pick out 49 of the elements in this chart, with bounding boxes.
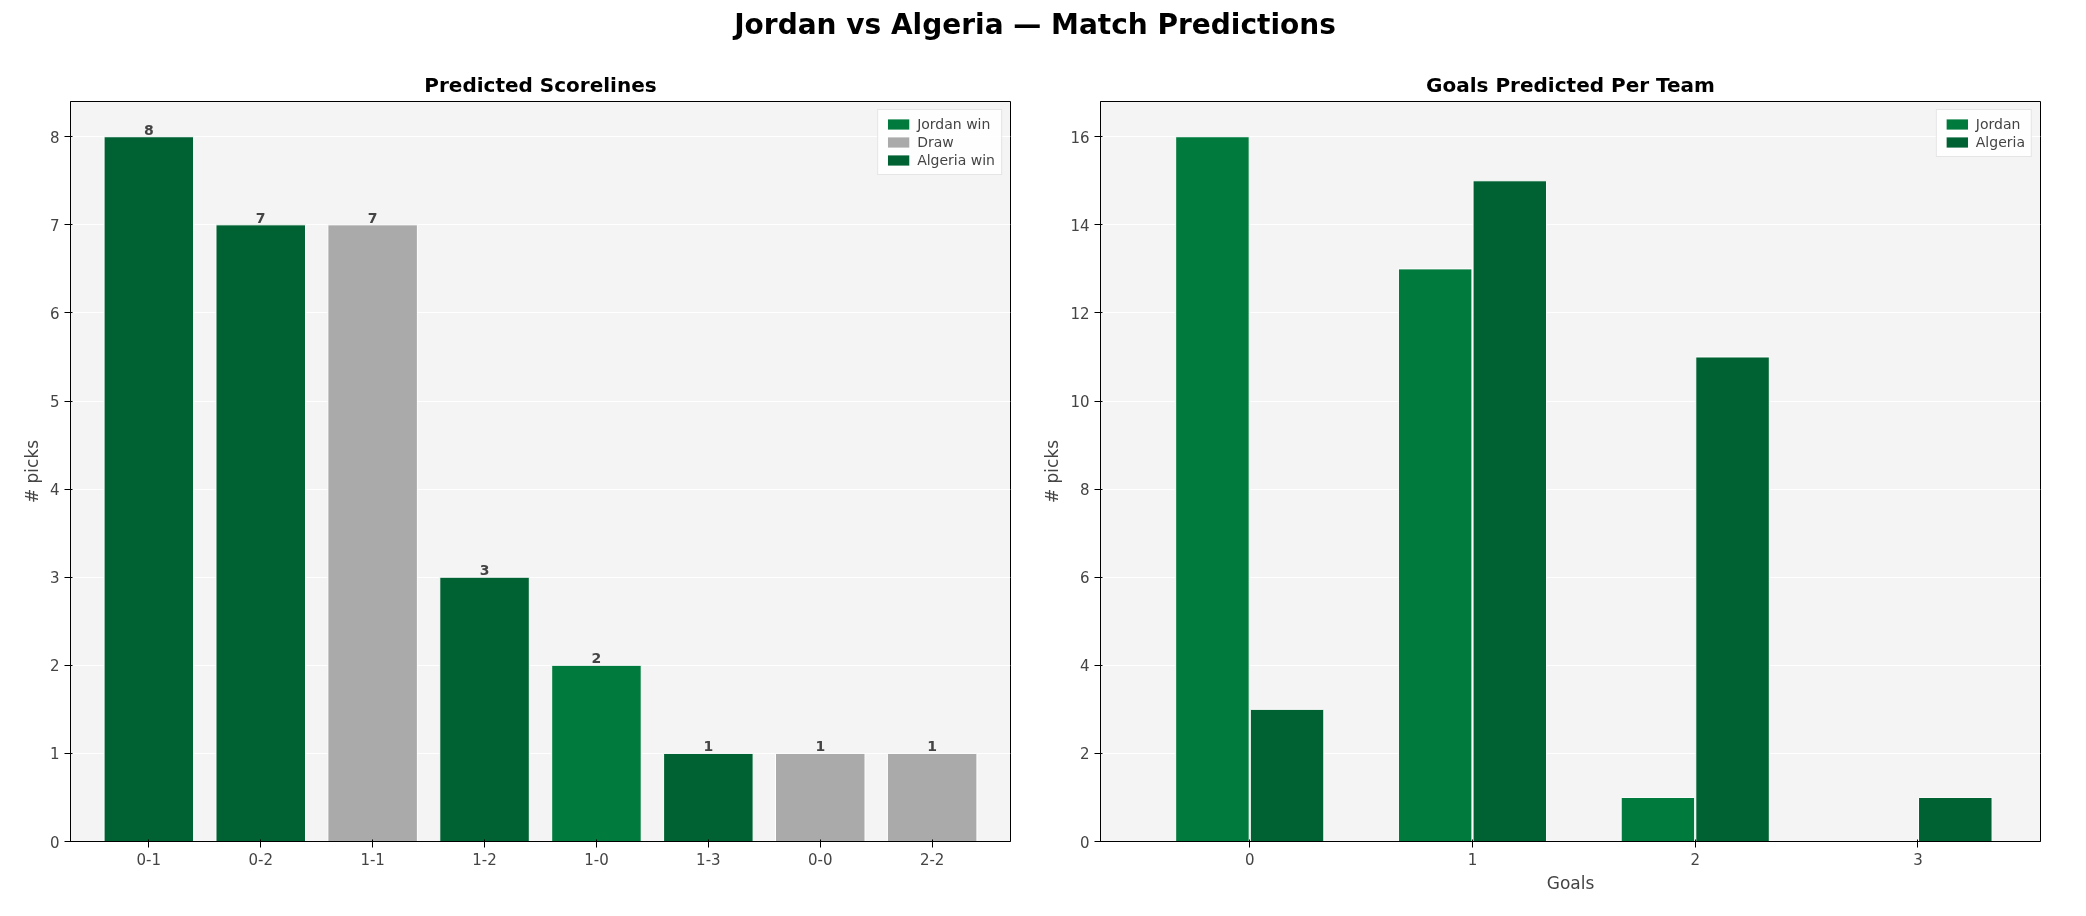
legend-label: Algeria [1975, 134, 2025, 150]
y-tick-label: 10 [1070, 393, 1090, 412]
y-tick-label: 6 [1079, 569, 1090, 588]
x-tick-label: 2-2 [919, 850, 945, 869]
data-label: 7 [255, 209, 266, 226]
y-axis-title: # picks [21, 439, 42, 504]
x-tick-label: 0 [1244, 850, 1255, 869]
y-tick-label: 7 [49, 216, 60, 235]
text: Jordan vs Algeria — Match Predictions [731, 7, 1337, 43]
y-tick-label: 8 [49, 128, 60, 147]
y-axis-title: # picks [1042, 439, 1063, 504]
data-label: 2 [591, 650, 602, 667]
y-tick-label: 14 [1070, 216, 1090, 235]
y-tick-label: 12 [1070, 304, 1090, 323]
legend-label: Jordan [1975, 116, 2021, 132]
x-tick-label: 0-0 [808, 850, 833, 869]
x-tick-label: 1 [1467, 850, 1478, 869]
x-tick-label: 1-1 [360, 850, 385, 869]
data-label: 1 [815, 738, 826, 755]
y-tick-label: 0 [49, 833, 60, 852]
y-tick-label: 4 [1079, 657, 1090, 676]
y-tick-label: 4 [49, 481, 60, 500]
x-tick-label: 0-1 [136, 850, 162, 869]
data-label: 7 [367, 209, 378, 226]
y-tick-label: 8 [1079, 481, 1090, 500]
chart-title: Goals Predicted Per Team [1426, 72, 1715, 97]
y-tick-label: 2 [49, 657, 60, 676]
y-tick-label: 2 [1079, 745, 1090, 764]
data-label: 1 [927, 738, 938, 755]
y-tick-label: 3 [49, 569, 60, 588]
x-tick-label: 2 [1690, 850, 1701, 869]
data-label: 8 [143, 121, 154, 138]
y-tick-label: 6 [49, 304, 60, 323]
data-label: 3 [479, 562, 490, 579]
y-tick-label: 5 [49, 393, 60, 412]
legend-label: Jordan win [917, 116, 991, 132]
x-tick-label: 3 [1913, 850, 1923, 869]
x-axis-title: Goals [1546, 872, 1595, 893]
y-tick-label: 16 [1070, 128, 1090, 147]
x-tick-label: 1-2 [472, 850, 497, 869]
chart-title: Predicted Scorelines [424, 72, 657, 97]
y-tick-label: 1 [49, 745, 60, 764]
x-tick-label: 1-0 [584, 850, 609, 869]
legend-label: Draw [917, 134, 954, 150]
data-label: 1 [703, 738, 714, 755]
legend-label: Algeria win [917, 152, 995, 168]
x-tick-label: 0-2 [248, 850, 273, 869]
x-tick-label: 1-3 [696, 850, 721, 869]
y-tick-label: 0 [1079, 833, 1090, 852]
